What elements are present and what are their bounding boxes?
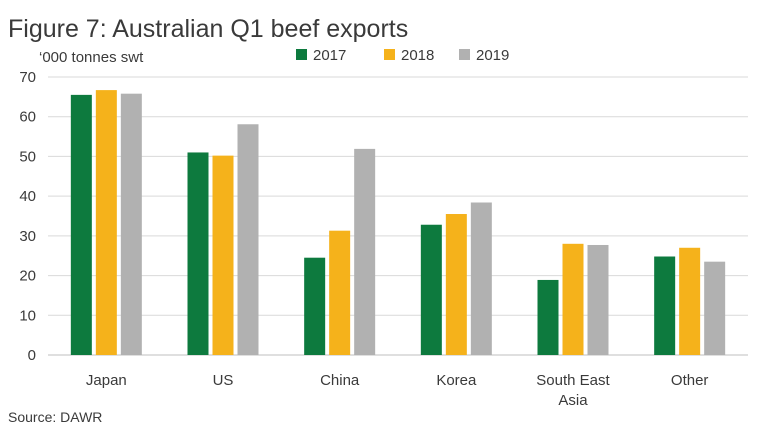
bars <box>70 90 726 356</box>
bar-2017-us <box>187 152 209 355</box>
legend-label-2017: 2017 <box>313 47 346 64</box>
y-tick-label: 60 <box>19 109 36 126</box>
y-tick-label: 50 <box>19 148 36 165</box>
bar-2017-japan <box>70 94 92 355</box>
y-tick-label: 70 <box>19 69 36 86</box>
legend-swatch-2019 <box>459 49 470 60</box>
bar-2019-other <box>704 261 726 355</box>
bar-2018-japan <box>95 90 117 355</box>
x-axis-categories: Japan US China Korea South East Asia Other <box>86 372 709 409</box>
legend-label-2018: 2018 <box>401 47 434 64</box>
bar-2018-china <box>329 230 351 355</box>
bar-2019-china <box>354 148 376 355</box>
bar-2017-korea <box>420 224 442 355</box>
bar-2019-korea <box>470 202 492 355</box>
bar-2018-other <box>679 247 701 355</box>
bar-2018-us <box>212 155 234 355</box>
bar-2018-korea <box>445 214 467 355</box>
source-note: Source: DAWR <box>8 409 102 425</box>
chart-title: Figure 7: Australian Q1 beef exports <box>8 15 408 43</box>
bar-2017-china <box>304 257 326 355</box>
x-category-label: Other <box>671 372 709 389</box>
y-axis-unit-label: ‘000 tonnes swt <box>39 49 144 66</box>
x-category-label: Japan <box>86 372 127 389</box>
legend-swatch-2018 <box>384 49 395 60</box>
x-category-label: US <box>213 372 234 389</box>
legend-label-2019: 2019 <box>476 47 509 64</box>
x-category-label: South East <box>536 372 610 389</box>
legend-swatch-2017 <box>296 49 307 60</box>
bar-2017-south-east-asia <box>537 279 559 355</box>
bar-2019-us <box>237 124 259 355</box>
bar-2019-south-east-asia <box>587 244 609 355</box>
y-axis-ticks: 0 10 20 30 40 50 60 70 <box>19 69 36 364</box>
bar-2017-other <box>654 256 676 355</box>
y-tick-label: 10 <box>19 307 36 324</box>
bar-2018-south-east-asia <box>562 243 584 355</box>
x-category-label: China <box>320 372 360 389</box>
y-tick-label: 40 <box>19 188 36 205</box>
y-tick-label: 0 <box>28 347 36 364</box>
bar-2019-japan <box>120 93 142 356</box>
y-tick-label: 20 <box>19 268 36 285</box>
x-category-label: Asia <box>558 392 588 409</box>
x-category-label: Korea <box>436 372 477 389</box>
y-tick-label: 30 <box>19 228 36 245</box>
legend: 2017 2018 2019 <box>296 47 509 64</box>
gridlines <box>48 76 748 356</box>
